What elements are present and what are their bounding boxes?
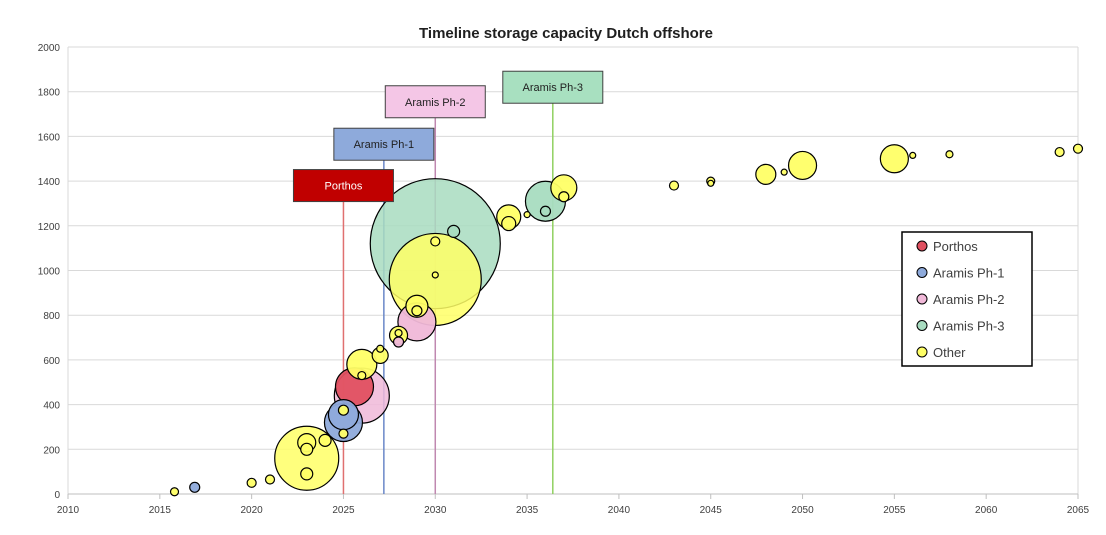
bubble-aramis-ph-3 <box>539 205 552 217</box>
bubble-other <box>558 191 570 203</box>
chart-title: Timeline storage capacity Dutch offshore <box>419 25 713 42</box>
bubble-other <box>707 179 715 187</box>
legend-label: Other <box>933 345 966 360</box>
bubble-other <box>431 271 439 279</box>
milestone-label-box <box>502 70 604 104</box>
bubble-other <box>264 474 276 485</box>
bubble-other <box>357 370 367 381</box>
milestone-label-text: Porthos <box>324 181 362 193</box>
x-tick-label: 2050 <box>791 505 814 516</box>
bubble-other <box>501 215 517 232</box>
axes: 0 200 400 600 800 1000 1200 1400 1600 1800 2000 201… <box>38 43 1090 516</box>
legend: Porthos Aramis Ph-1 Aramis Ph-2 Aramis Ph-3… <box>901 231 1033 367</box>
x-tick-label: 2020 <box>241 505 264 516</box>
legend-marker <box>916 346 928 358</box>
y-tick-label: 0 <box>54 490 60 501</box>
bubble-other <box>411 305 423 317</box>
x-tick-label: 2030 <box>424 505 447 516</box>
bubble-aramis-ph-1 <box>189 481 201 493</box>
x-tick-label: 2035 <box>516 505 539 516</box>
bubble-other <box>780 168 788 176</box>
bubble-other <box>394 328 403 338</box>
bubble-other <box>169 487 180 497</box>
legend-label: Aramis Ph-1 <box>933 266 1005 281</box>
milestone-label-text: Aramis Ph-2 <box>405 97 466 109</box>
legend-marker <box>916 267 928 278</box>
legend-marker <box>916 293 928 305</box>
bubble-other <box>1072 143 1084 154</box>
bubble-other <box>668 180 680 191</box>
x-tick-label: 2045 <box>700 505 723 516</box>
y-tick-label: 800 <box>43 311 60 322</box>
bubble-other <box>523 211 531 219</box>
milestone-label-text: Aramis Ph-1 <box>354 139 415 151</box>
y-tick-label: 1800 <box>38 88 61 99</box>
milestone-label-box <box>384 85 486 119</box>
y-tick-label: 1600 <box>38 132 61 143</box>
x-tick-label: 2060 <box>975 505 998 516</box>
x-tick-label: 2025 <box>332 505 355 516</box>
bubble-other <box>430 236 441 247</box>
legend-marker <box>916 320 928 331</box>
bubble-other <box>909 151 917 159</box>
bubble-other <box>337 404 350 416</box>
bubble-other <box>300 467 314 481</box>
legend-marker <box>916 240 928 252</box>
y-tick-label: 2000 <box>38 43 61 54</box>
x-tick-label: 2015 <box>149 505 172 516</box>
bubble-other <box>1054 146 1065 158</box>
bubble-aramis-ph-3 <box>447 224 461 238</box>
milestone-labels: Porthos Aramis Ph-1 Aramis Ph-2 Aramis Ph-3 <box>292 70 604 203</box>
bubble-other <box>755 163 777 185</box>
bubble-other <box>787 150 818 181</box>
legend-label: Aramis Ph-2 <box>933 292 1005 307</box>
legend-label: Porthos <box>933 239 978 254</box>
bubble-aramis-ph-2 <box>392 336 405 348</box>
x-tick-label: 2055 <box>883 505 906 516</box>
bubble-other <box>300 442 314 456</box>
y-tick-label: 400 <box>43 401 60 412</box>
bubble-other <box>338 428 349 439</box>
milestone-label-text: Aramis Ph-3 <box>523 82 584 94</box>
y-tick-label: 200 <box>43 445 60 456</box>
legend-label: Aramis Ph-3 <box>933 319 1005 334</box>
bubble-other <box>318 433 332 447</box>
milestone-label-box <box>333 127 435 161</box>
y-tick-label: 1000 <box>38 267 61 278</box>
y-tick-label: 1400 <box>38 177 61 188</box>
bubble-other <box>376 344 385 353</box>
x-tick-label: 2040 <box>608 505 631 516</box>
bubbles <box>169 143 1084 497</box>
bubble-other <box>246 477 257 488</box>
milestone-label-box <box>292 169 394 203</box>
y-tick-label: 600 <box>43 356 60 367</box>
y-tick-label: 1200 <box>38 222 61 233</box>
bubble-other <box>945 150 954 159</box>
x-tick-label: 2065 <box>1067 505 1090 516</box>
x-tick-label: 2010 <box>57 505 80 516</box>
bubble-other <box>879 144 909 174</box>
